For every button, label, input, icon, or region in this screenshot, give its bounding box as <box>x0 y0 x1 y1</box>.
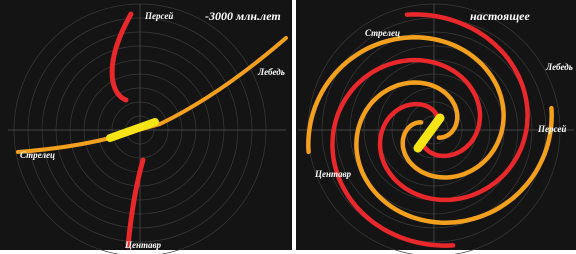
panel-title: настоящее <box>470 9 531 23</box>
arm-label: Стрелец <box>20 150 55 160</box>
arm-label: Персей <box>537 124 566 134</box>
arm-label: Лебедь <box>545 62 573 72</box>
panel-title: -3000 млн.лет <box>205 9 281 23</box>
arm-label: Стрелец <box>365 28 400 38</box>
arm-label: Центавр <box>314 169 352 179</box>
arm-label: Лебедь <box>257 67 285 77</box>
page: -3000 млн.лет Персей Лебедь Стрелец Цент… <box>0 0 576 254</box>
arm-label: Персей <box>144 11 173 21</box>
arm-label: Центавр <box>124 240 162 250</box>
